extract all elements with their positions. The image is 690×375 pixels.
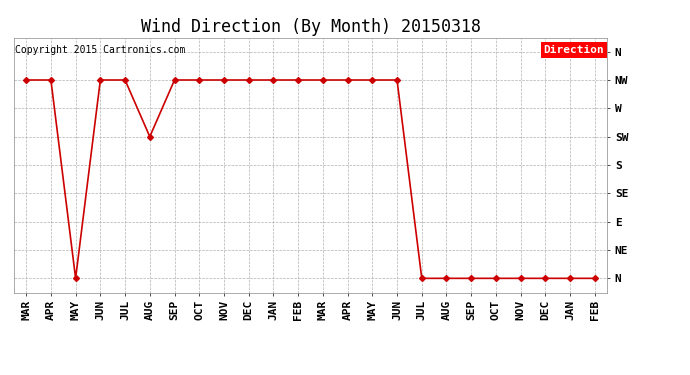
Text: Copyright 2015 Cartronics.com: Copyright 2015 Cartronics.com [15,45,186,55]
Title: Wind Direction (By Month) 20150318: Wind Direction (By Month) 20150318 [141,18,480,36]
Text: Direction: Direction [544,45,604,55]
